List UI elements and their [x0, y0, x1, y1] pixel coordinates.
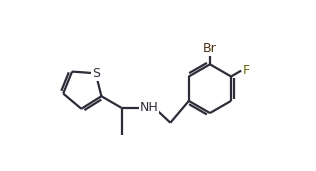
- Text: S: S: [92, 67, 100, 80]
- Text: NH: NH: [140, 101, 159, 114]
- Text: Br: Br: [203, 42, 217, 55]
- Text: F: F: [243, 64, 250, 77]
